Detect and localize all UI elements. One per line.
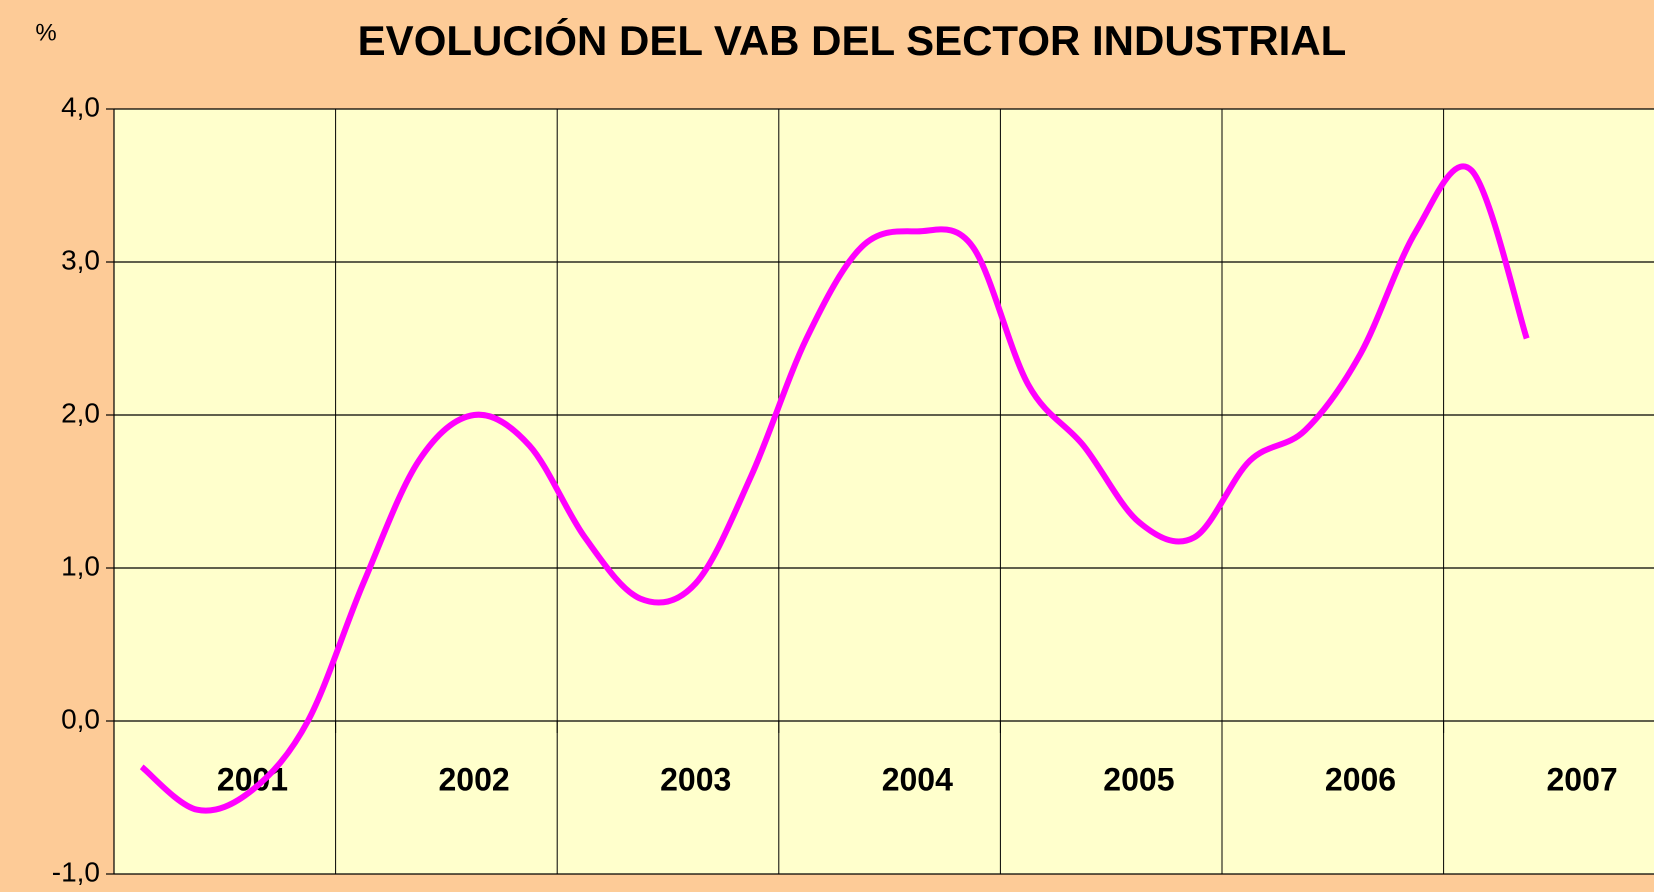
- x-tick-label: 2002: [439, 761, 510, 797]
- x-tick-label: 2004: [882, 761, 953, 797]
- x-tick-label: 2007: [1547, 761, 1618, 797]
- y-axis-label: %: [35, 19, 56, 46]
- y-tick-label: 2,0: [61, 397, 100, 428]
- x-tick-label: 2005: [1103, 761, 1174, 797]
- x-tick-label: 2003: [660, 761, 731, 797]
- y-tick-label: 0,0: [61, 703, 100, 734]
- series-line: [139, 163, 1530, 814]
- chart-title: EVOLUCIÓN DEL VAB DEL SECTOR INDUSTRIAL: [358, 16, 1347, 64]
- x-tick-label: 2006: [1325, 761, 1396, 797]
- y-tick-label: 1,0: [61, 550, 100, 581]
- y-tick-label: 4,0: [61, 91, 100, 122]
- y-tick-label: 3,0: [61, 244, 100, 275]
- y-tick-label: -1,0: [52, 856, 100, 887]
